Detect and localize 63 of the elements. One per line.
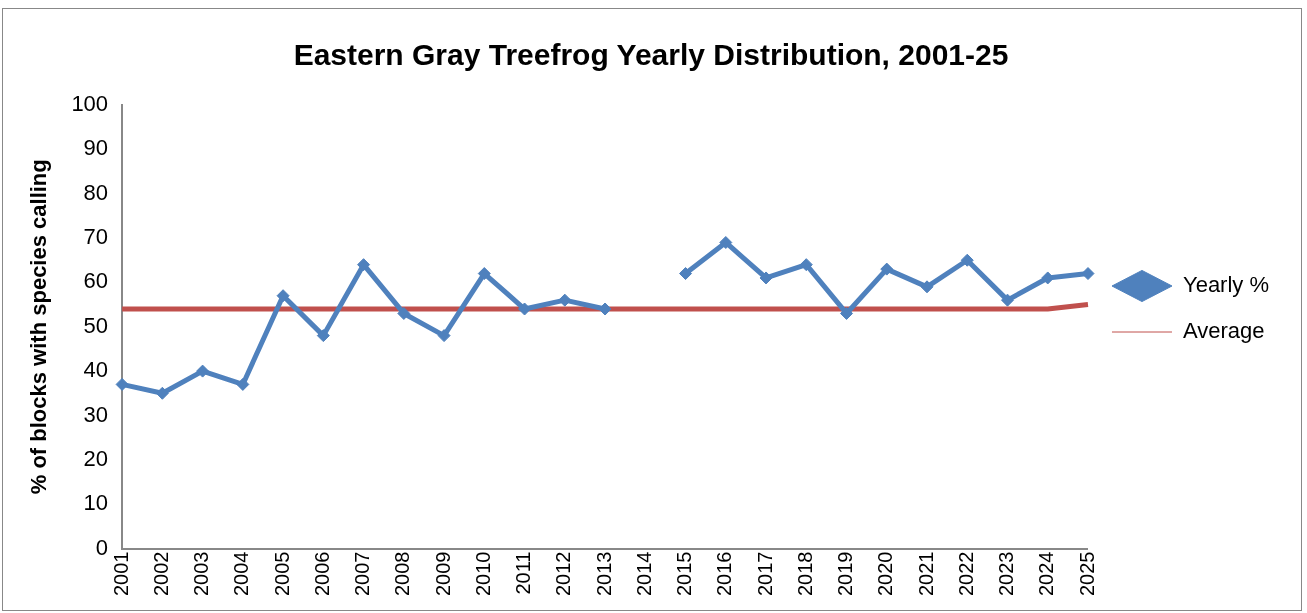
- x-tick-label: 2018: [793, 551, 816, 597]
- point: [437, 329, 451, 343]
- x-tick-label: 2016: [713, 551, 736, 597]
- point: [679, 267, 693, 281]
- legend-label: Average: [1182, 318, 1265, 344]
- y-tick-label: 80: [83, 179, 109, 205]
- y-axis-title: % of blocks with species calling: [26, 159, 52, 495]
- point: [196, 364, 210, 378]
- legend-label: Yearly %: [1182, 272, 1269, 298]
- y-tick-label: 20: [83, 445, 109, 471]
- x-tick-label: 2025: [1075, 551, 1098, 597]
- point: [155, 386, 169, 400]
- x-tick-label: 2001: [109, 551, 132, 597]
- y-tick-label: 0: [95, 534, 109, 560]
- point: [477, 267, 491, 281]
- point: [840, 306, 854, 320]
- y-tick-label: 100: [71, 91, 109, 117]
- x-tick-label: 2002: [149, 551, 172, 597]
- x-tick-label: 2010: [471, 551, 494, 597]
- x-tick-label: 2005: [270, 551, 293, 597]
- x-tick-label: 2020: [874, 551, 897, 597]
- point: [960, 253, 974, 267]
- x-tick-label: 2006: [310, 551, 333, 597]
- point: [357, 258, 371, 272]
- x-tick-label: 2012: [552, 551, 575, 597]
- y-tick-label: 30: [83, 401, 109, 427]
- point: [880, 262, 894, 276]
- point: [518, 302, 532, 316]
- x-tick-label: 2024: [1035, 551, 1058, 597]
- chart-title: Eastern Gray Treefrog Yearly Distribution, 2001-25: [293, 38, 1009, 72]
- x-tick-label: 2008: [391, 551, 414, 597]
- point: [276, 289, 290, 303]
- point: [397, 306, 411, 320]
- x-tick-label: 2021: [914, 551, 937, 597]
- point: [316, 329, 330, 343]
- point: [558, 293, 572, 307]
- y-tick-label: 50: [83, 312, 109, 338]
- point: [719, 235, 733, 249]
- x-tick-label: 2009: [431, 551, 454, 597]
- y-tick-label: 90: [83, 135, 109, 161]
- point: [920, 280, 934, 294]
- x-tick-label: 2014: [632, 551, 655, 597]
- y-tick-label: 70: [83, 224, 109, 250]
- y-tick-label: 40: [83, 357, 109, 383]
- x-tick-label: 2019: [834, 551, 857, 597]
- point: [799, 258, 813, 272]
- point: [236, 377, 250, 391]
- x-tick-label: 2011: [512, 551, 535, 595]
- point: [759, 271, 773, 285]
- x-tick-label: 2004: [230, 551, 253, 597]
- point: [1001, 293, 1014, 307]
- point: [1081, 267, 1095, 281]
- x-tick-label: 2015: [673, 551, 696, 597]
- x-tick-label: 2023: [995, 551, 1018, 597]
- point: [598, 302, 612, 316]
- x-tick-label: 2013: [592, 551, 615, 597]
- y-tick-label: 60: [83, 268, 109, 294]
- x-tick-label: 2003: [190, 551, 213, 597]
- y-tick-label: 10: [83, 490, 109, 516]
- x-tick-label: 2017: [753, 551, 776, 597]
- x-tick-label: 2022: [954, 551, 977, 597]
- point: [115, 377, 129, 391]
- x-tick-label: 2007: [351, 551, 374, 597]
